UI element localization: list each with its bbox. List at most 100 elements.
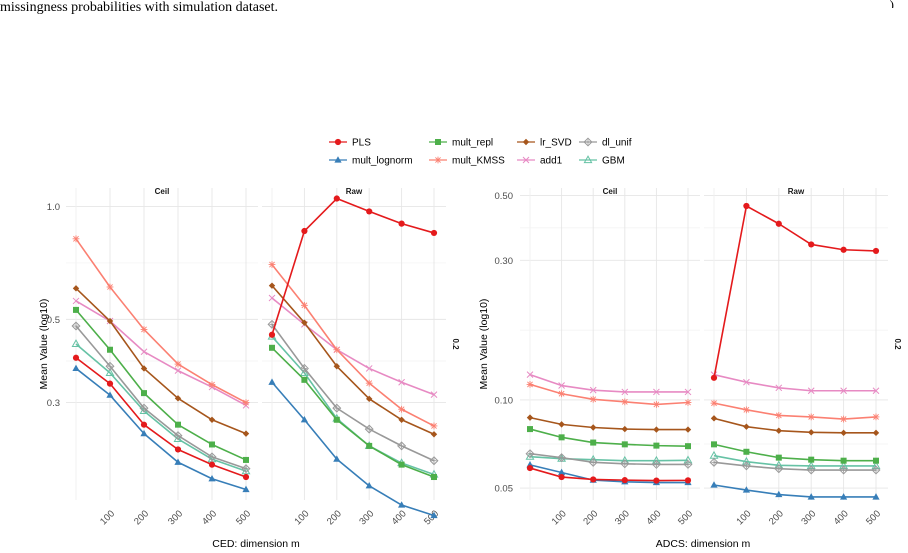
legend-label: PLS [352,138,371,149]
x-tick-label: 100 [98,508,117,527]
data-point [808,241,815,248]
data-point [807,413,815,421]
data-point [710,415,718,422]
data-point [268,261,276,268]
data-point [332,403,342,413]
data-point [558,390,565,398]
data-point-stroke-b [365,365,373,372]
data-point [72,285,80,292]
data-point-outline [588,457,598,467]
series-line [271,297,435,396]
legend-key-marker [334,156,342,163]
data-point [208,416,216,423]
data-point [207,452,217,462]
x-axis-label: ADCS: dimension m [656,538,751,550]
data-point [431,474,437,481]
data-point-stroke-b [589,386,597,394]
series-dl_unif [71,321,251,474]
data-point [775,490,783,498]
facet-strip-label: Raw [788,187,805,196]
data-point-outline [620,459,630,469]
data-point [173,431,183,441]
data-point [174,367,182,375]
x-tick-label: 200 [581,508,600,527]
data-point-outline [364,424,374,434]
data-point [775,220,782,227]
series-line [75,287,247,435]
series-lr_svd [710,415,880,437]
data-point [588,457,598,467]
series-line [271,285,435,436]
figure-caption: missingness probabilities with simulatio… [0,0,279,15]
series-line [75,309,247,461]
data-point-stroke-b [840,387,847,395]
series-line [713,417,876,434]
x-axis-label: CED: dimension m [212,538,300,550]
data-point [840,415,847,423]
data-point [839,465,849,475]
data-point [72,364,80,372]
series-line [529,452,688,466]
data-point [173,434,183,443]
data-point [872,429,880,437]
x-tick-label: 500 [234,508,253,527]
data-point [589,395,597,403]
legend-item: GBM [579,155,625,167]
data-point [243,456,249,463]
data-point [807,387,815,395]
data-point [871,465,881,475]
data-point [558,434,565,441]
data-point [105,368,115,377]
data-point [775,412,783,419]
series-mult_kmss [710,399,880,423]
data-point [558,421,565,428]
data-point [710,374,718,381]
data-point-stroke-b [72,297,80,305]
data-point [684,399,692,406]
data-point [742,486,750,493]
data-point [174,458,182,465]
data-point [775,384,783,392]
data-point [430,229,438,237]
data-point [808,429,815,436]
data-point [398,501,406,508]
data-point [301,376,308,383]
series-pls [710,202,880,381]
data-point [175,421,181,428]
data-point [872,247,880,255]
data-point [301,319,308,326]
data-point-outline [397,441,407,451]
data-point [429,456,439,466]
data-point [590,476,597,483]
data-point-stroke-b [807,387,815,395]
x-tick-label: 200 [767,508,786,527]
series-pls [526,464,692,484]
data-point [709,457,719,467]
data-point [840,493,848,500]
y-tick-label: 0.10 [495,395,514,406]
data-point [558,468,566,476]
data-point [141,390,147,397]
y-tick-label: 0.3 [47,398,60,409]
data-point [527,426,533,433]
legend-key-marker [522,156,530,164]
data-point [208,381,216,389]
series-line [713,443,876,462]
data-point [684,426,692,433]
y-tick-label: 0.50 [495,191,514,202]
data-point [268,294,276,302]
data-point [653,477,660,484]
panel-background [704,188,888,500]
data-point [775,427,782,434]
data-point [140,421,148,428]
data-point [106,391,114,398]
data-point [174,360,182,368]
data-point [72,297,80,305]
data-point [808,456,815,463]
data-point [268,282,276,289]
data-point [710,399,718,407]
legend-label: GBM [602,156,625,167]
series-line [713,461,876,471]
data-point-outline [332,403,342,413]
data-point [526,380,534,388]
